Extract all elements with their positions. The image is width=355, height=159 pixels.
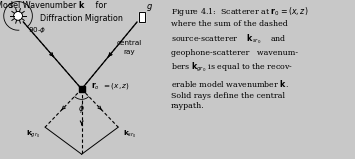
Text: $\mathbf{k}_{sr_0}$: $\mathbf{k}_{sr_0}$ [123,129,137,140]
Text: Figure 4.1:  Scatterer at $\mathbf{r}_0 = (x, z)$
where the sum of the dashed
so: Figure 4.1: Scatterer at $\mathbf{r}_0 =… [171,5,308,110]
Bar [139,12,146,22]
Text: $\mathbf{k}_{gr_0}$: $\mathbf{k}_{gr_0}$ [26,129,40,140]
Text: k: k [78,1,84,10]
Text: Diffraction Migration: Diffraction Migration [40,14,123,23]
Text: central: central [117,40,142,46]
Text: $|\mathbf{k}|{=}4\pi\cos\phi/\lambda$: $|\mathbf{k}|{=}4\pi\cos\phi/\lambda$ [56,157,108,159]
Bar [139,12,146,22]
Text: s: s [9,0,13,10]
Text: $\phi$: $\phi$ [78,102,85,115]
Text: g: g [147,2,152,11]
Text: for: for [93,1,106,10]
Text: $=(x,z)$: $=(x,z)$ [102,81,130,91]
Text: Model Wavenumber: Model Wavenumber [0,1,78,10]
Text: $\mathbf{r}_o$: $\mathbf{r}_o$ [91,80,100,92]
Text: ray: ray [124,49,135,55]
Text: $90\text{-}\phi$: $90\text{-}\phi$ [28,25,46,35]
Circle shape [13,11,22,20]
